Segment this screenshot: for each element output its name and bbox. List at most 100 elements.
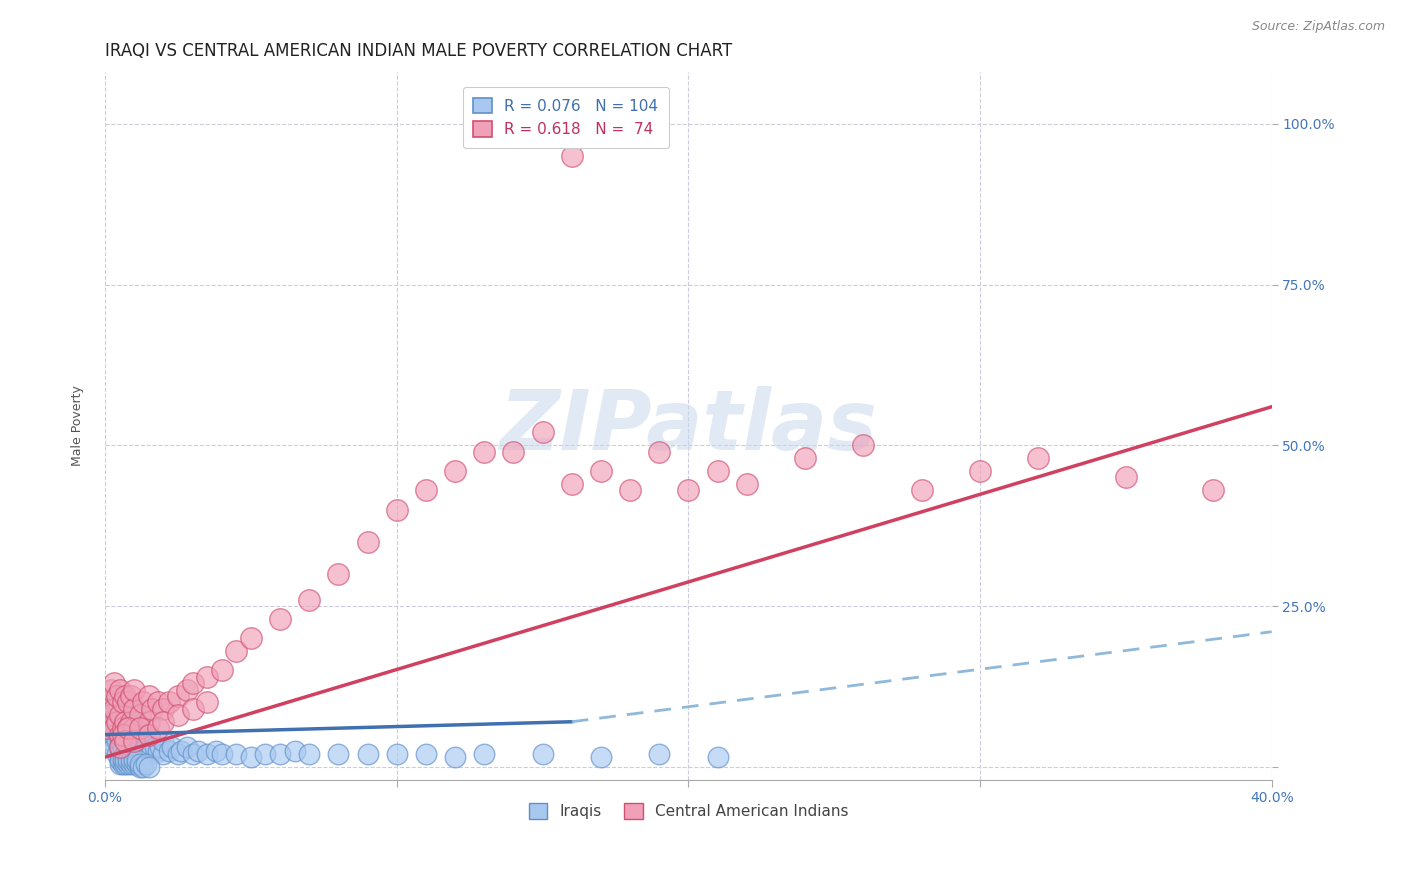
Point bbox=[167, 689, 190, 703]
Point bbox=[120, 689, 142, 703]
Point bbox=[132, 696, 155, 710]
Point bbox=[108, 728, 131, 742]
Point bbox=[108, 747, 131, 761]
Point bbox=[298, 592, 321, 607]
Point bbox=[105, 734, 128, 748]
Point bbox=[138, 747, 160, 761]
Point bbox=[589, 464, 612, 478]
Point bbox=[129, 760, 152, 774]
Point bbox=[852, 438, 875, 452]
Point bbox=[114, 756, 136, 771]
Point bbox=[239, 631, 262, 645]
Point bbox=[181, 702, 204, 716]
Point bbox=[195, 670, 218, 684]
Point bbox=[127, 724, 149, 739]
Point bbox=[117, 721, 139, 735]
Point bbox=[706, 750, 728, 764]
Point bbox=[108, 756, 131, 771]
Point bbox=[105, 689, 128, 703]
Point bbox=[143, 740, 166, 755]
Point bbox=[167, 747, 190, 761]
Point bbox=[108, 753, 131, 767]
Point bbox=[211, 663, 233, 677]
Point bbox=[108, 740, 131, 755]
Point bbox=[122, 753, 145, 767]
Point bbox=[111, 714, 134, 729]
Point bbox=[108, 708, 131, 723]
Point bbox=[129, 721, 152, 735]
Point bbox=[969, 464, 991, 478]
Point bbox=[415, 747, 437, 761]
Point bbox=[111, 721, 134, 735]
Point bbox=[531, 747, 554, 761]
Point bbox=[1028, 451, 1050, 466]
Point bbox=[111, 728, 134, 742]
Point bbox=[152, 714, 174, 729]
Point bbox=[648, 444, 671, 458]
Y-axis label: Male Poverty: Male Poverty bbox=[72, 385, 84, 467]
Point bbox=[120, 734, 142, 748]
Point bbox=[1202, 483, 1225, 498]
Point bbox=[181, 676, 204, 690]
Point bbox=[170, 744, 193, 758]
Point bbox=[103, 740, 125, 755]
Point bbox=[195, 696, 218, 710]
Point bbox=[108, 734, 131, 748]
Point bbox=[103, 696, 125, 710]
Point bbox=[117, 753, 139, 767]
Point bbox=[141, 702, 163, 716]
Point bbox=[103, 714, 125, 729]
Point bbox=[225, 747, 247, 761]
Point bbox=[105, 708, 128, 723]
Point bbox=[157, 696, 180, 710]
Point bbox=[502, 444, 524, 458]
Point bbox=[122, 734, 145, 748]
Point bbox=[108, 753, 131, 767]
Point bbox=[127, 756, 149, 771]
Point bbox=[105, 747, 128, 761]
Point bbox=[706, 464, 728, 478]
Point bbox=[648, 747, 671, 761]
Point bbox=[120, 756, 142, 771]
Point bbox=[239, 750, 262, 764]
Point bbox=[138, 689, 160, 703]
Point bbox=[103, 728, 125, 742]
Point bbox=[135, 740, 157, 755]
Text: Source: ZipAtlas.com: Source: ZipAtlas.com bbox=[1251, 20, 1385, 33]
Point bbox=[146, 744, 169, 758]
Text: ZIPatlas: ZIPatlas bbox=[499, 385, 877, 467]
Point bbox=[122, 753, 145, 767]
Point bbox=[129, 721, 152, 735]
Point bbox=[108, 740, 131, 755]
Point bbox=[122, 728, 145, 742]
Point bbox=[157, 744, 180, 758]
Point bbox=[114, 753, 136, 767]
Point bbox=[114, 747, 136, 761]
Point bbox=[167, 708, 190, 723]
Point bbox=[135, 756, 157, 771]
Point bbox=[152, 702, 174, 716]
Point bbox=[385, 502, 408, 516]
Point bbox=[187, 744, 209, 758]
Point bbox=[122, 740, 145, 755]
Point bbox=[127, 744, 149, 758]
Point bbox=[472, 747, 495, 761]
Point bbox=[415, 483, 437, 498]
Point bbox=[138, 728, 160, 742]
Point bbox=[146, 721, 169, 735]
Point bbox=[911, 483, 934, 498]
Point bbox=[149, 740, 172, 755]
Point bbox=[122, 721, 145, 735]
Point bbox=[735, 476, 758, 491]
Point bbox=[138, 760, 160, 774]
Point bbox=[152, 734, 174, 748]
Point bbox=[122, 714, 145, 729]
Point bbox=[120, 753, 142, 767]
Point bbox=[117, 756, 139, 771]
Point bbox=[531, 425, 554, 440]
Point bbox=[356, 747, 378, 761]
Point bbox=[444, 750, 467, 764]
Point bbox=[114, 721, 136, 735]
Point bbox=[103, 702, 125, 716]
Text: IRAQI VS CENTRAL AMERICAN INDIAN MALE POVERTY CORRELATION CHART: IRAQI VS CENTRAL AMERICAN INDIAN MALE PO… bbox=[105, 42, 733, 60]
